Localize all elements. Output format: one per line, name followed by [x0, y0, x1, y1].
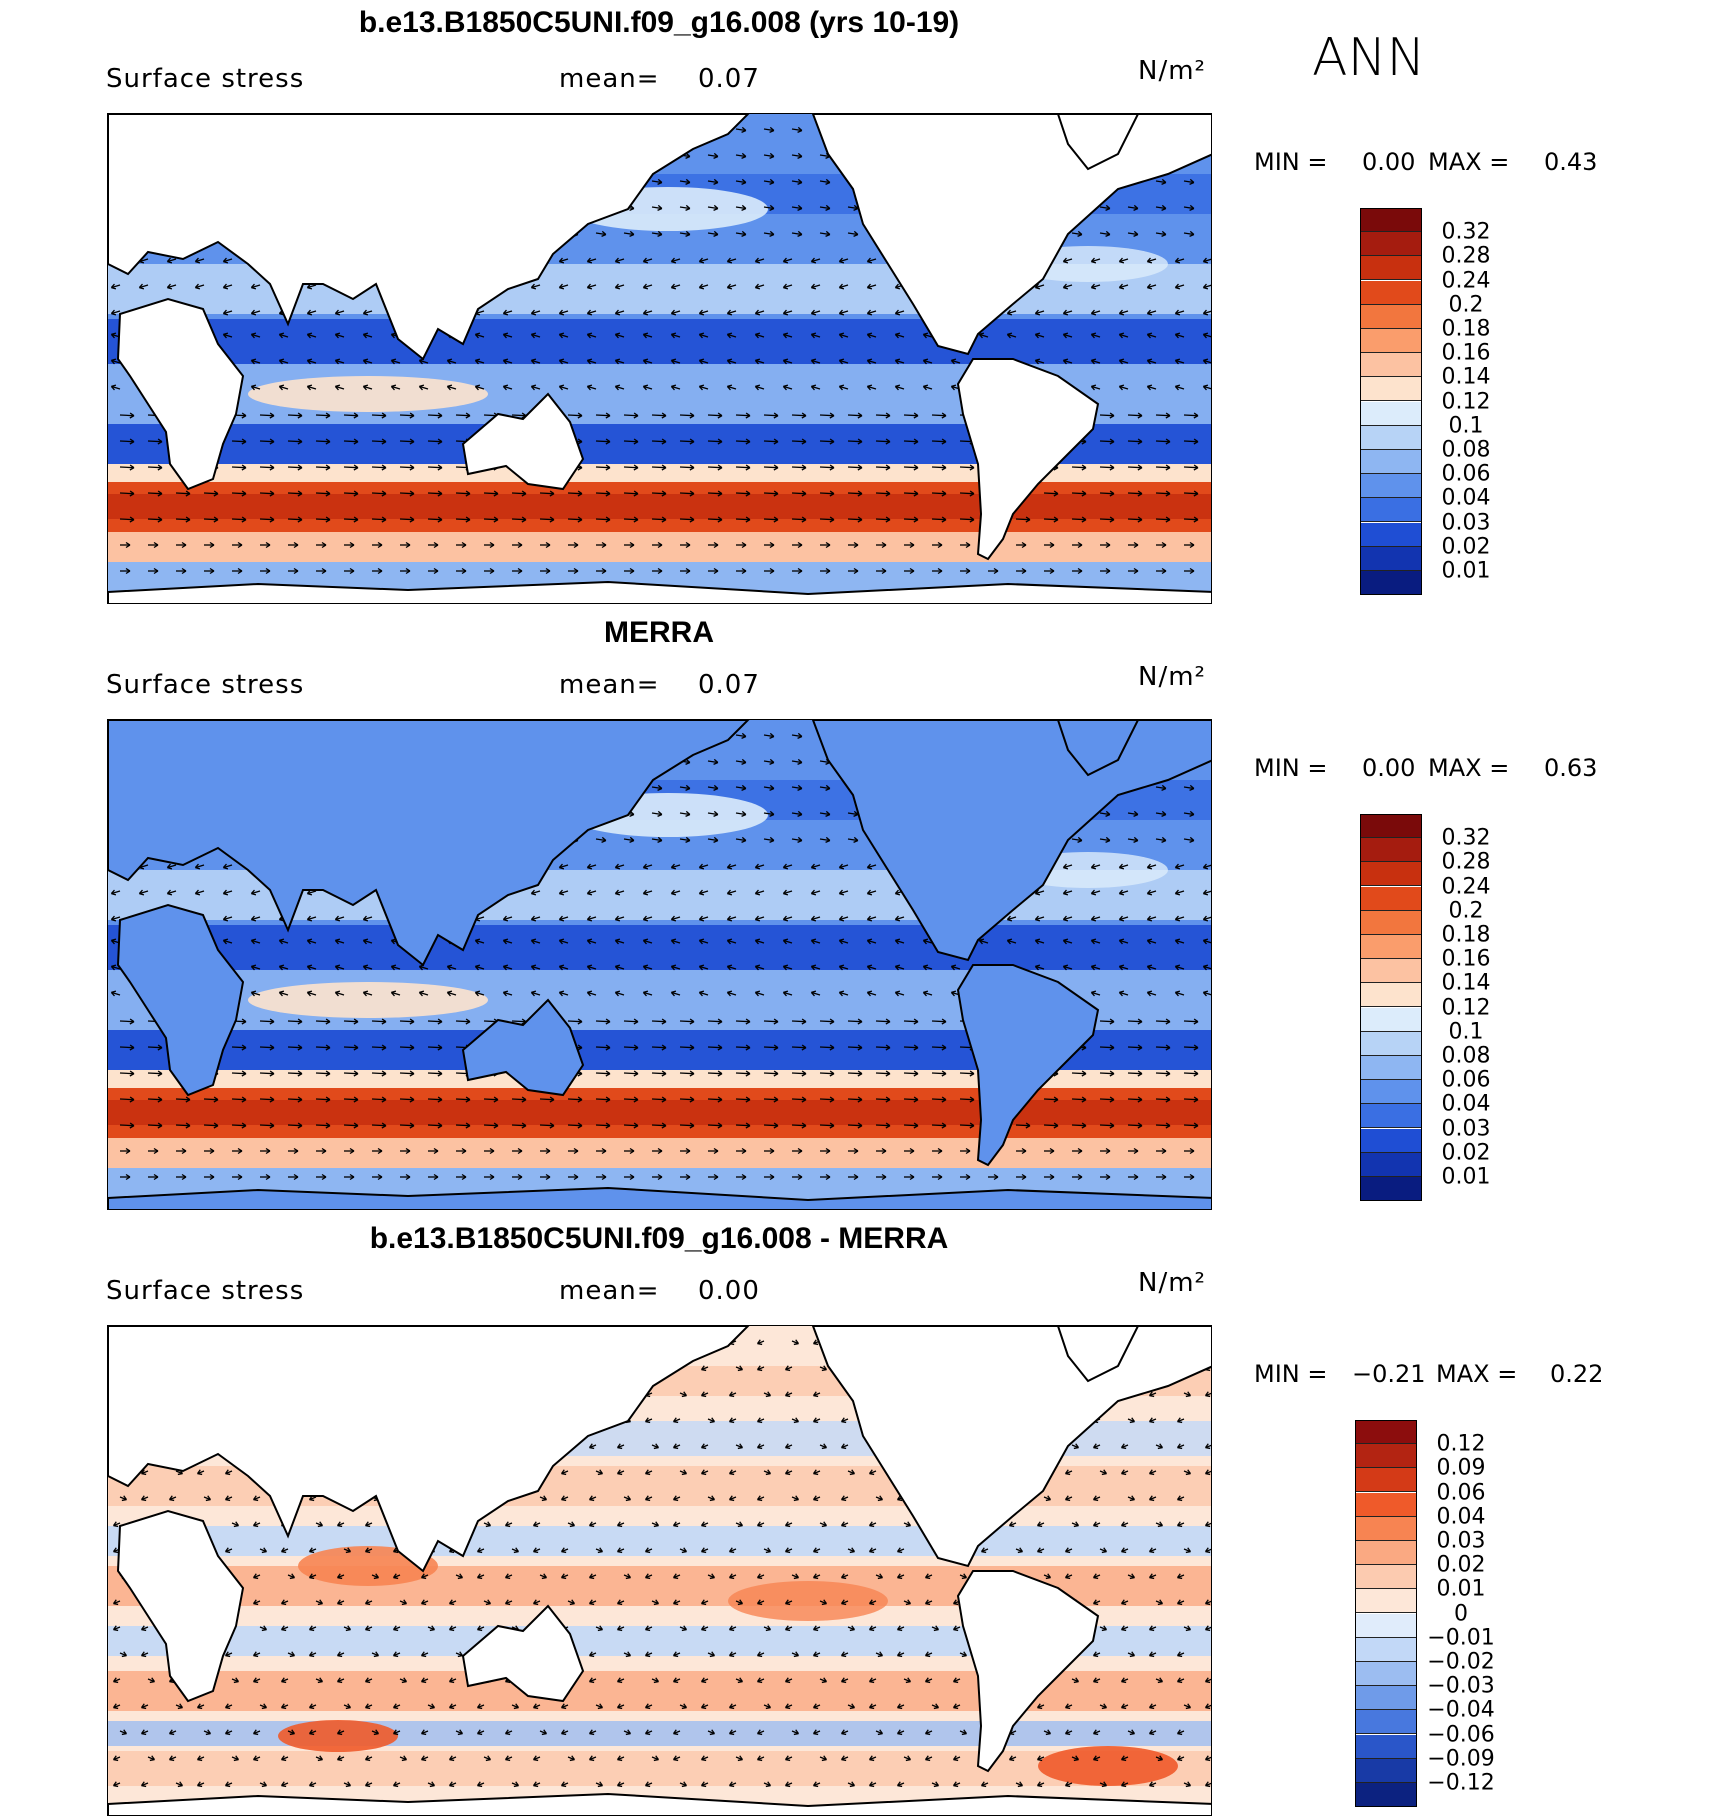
continent-antarctica	[108, 582, 1212, 604]
mean-value: 0.07	[698, 670, 760, 700]
mean-value: 0.00	[698, 1276, 760, 1306]
min-value: 0.00	[1362, 148, 1415, 176]
colorbar-tick-label: 0.18	[1442, 317, 1491, 342]
map-merra	[107, 719, 1212, 1210]
colorbar-tick-label: 0.2	[1449, 292, 1484, 317]
colorbar-tick-label: 0.24	[1442, 268, 1491, 293]
min-label: MIN =	[1254, 1360, 1327, 1388]
max-value: 0.43	[1544, 148, 1597, 176]
colorbar-tick-label: 0.06	[1437, 1480, 1486, 1505]
variable-label: Surface stress	[106, 670, 304, 700]
colorbar-tick-label: −0.01	[1427, 1625, 1494, 1650]
continent-antarctica	[108, 1794, 1212, 1816]
colorbar-tick-label: 0.03	[1442, 1116, 1491, 1141]
colorbar-tick-label: 0.08	[1442, 1044, 1491, 1069]
colorbar-tick-label: 0.01	[1437, 1577, 1486, 1602]
variable-label: Surface stress	[106, 64, 304, 94]
mean-label: mean=	[559, 1276, 660, 1306]
units-label: N/m²	[1138, 56, 1206, 86]
min-label: MIN =	[1254, 754, 1327, 782]
map-model	[107, 113, 1212, 604]
colorbar-tick-label: −0.03	[1427, 1674, 1494, 1699]
colorbar-tick-label: 0.1	[1449, 1019, 1484, 1044]
mean-value: 0.07	[698, 64, 760, 94]
colorbar-frame	[1360, 814, 1422, 1201]
colorbar-tick-label: 0.08	[1442, 438, 1491, 463]
colorbar-tick-label: 0.16	[1442, 947, 1491, 972]
max-value: 0.22	[1550, 1360, 1603, 1388]
colorbar-tick-label: 0.06	[1442, 462, 1491, 487]
colorbar-tick-label: −0.02	[1427, 1650, 1494, 1675]
max-label: MAX =	[1428, 148, 1509, 176]
colorbar-frame	[1355, 1420, 1417, 1807]
colorbar-tick-label: 0.28	[1442, 244, 1491, 269]
colorbar-tick-label: 0.12	[1437, 1432, 1486, 1457]
colorbar-tick-label: 0.12	[1442, 995, 1491, 1020]
units-label: N/m²	[1138, 662, 1206, 692]
colorbar-tick-label: 0.04	[1437, 1504, 1486, 1529]
colorbar-tick-label: 0.32	[1442, 220, 1491, 245]
colorbar-tick-label: 0.01	[1442, 559, 1491, 584]
colorbar-tick-label: 0.14	[1442, 971, 1491, 996]
colorbar-tick-label: 0.02	[1437, 1553, 1486, 1578]
map-difference	[107, 1325, 1212, 1816]
panel-title: b.e13.B1850C5UNI.f09_g16.008 (yrs 10-19)	[359, 6, 959, 40]
colorbar-tick-label: −0.04	[1427, 1698, 1494, 1723]
min-value: −0.21	[1352, 1360, 1426, 1388]
colorbar-tick-label: 0.06	[1442, 1068, 1491, 1093]
colorbar-tick-label: 0.04	[1442, 1092, 1491, 1117]
panel-title: b.e13.B1850C5UNI.f09_g16.008 - MERRA	[370, 1222, 949, 1256]
colorbar-tick-label: 0.03	[1442, 510, 1491, 535]
colorbar-tick-label: −0.06	[1427, 1722, 1494, 1747]
units-label: N/m²	[1138, 1268, 1206, 1298]
variable-label: Surface stress	[106, 1276, 304, 1306]
panel-title: MERRA	[604, 616, 714, 650]
colorbar-tick-label: 0.24	[1442, 874, 1491, 899]
colorbar-tick-label: 0.03	[1437, 1529, 1486, 1554]
max-label: MAX =	[1428, 754, 1509, 782]
colorbar-frame	[1360, 208, 1422, 595]
colorbar-tick-label: 0.32	[1442, 826, 1491, 851]
colorbar-tick-label: 0.04	[1442, 486, 1491, 511]
season-label: ANN	[1312, 28, 1425, 88]
colorbar-tick-label: 0.09	[1437, 1456, 1486, 1481]
mean-label: mean=	[559, 670, 660, 700]
colorbar-tick-label: 0.1	[1449, 413, 1484, 438]
mean-label: mean=	[559, 64, 660, 94]
max-label: MAX =	[1436, 1360, 1517, 1388]
max-value: 0.63	[1544, 754, 1597, 782]
min-label: MIN =	[1254, 148, 1327, 176]
colorbar-tick-label: 0.28	[1442, 850, 1491, 875]
min-value: 0.00	[1362, 754, 1415, 782]
colorbar-tick-label: 0.12	[1442, 389, 1491, 414]
colorbar-tick-label: 0.14	[1442, 365, 1491, 390]
colorbar-tick-label: 0.01	[1442, 1165, 1491, 1190]
colorbar-tick-label: 0	[1454, 1601, 1468, 1626]
colorbar-tick-label: 0.02	[1442, 534, 1491, 559]
colorbar-tick-label: 0.16	[1442, 341, 1491, 366]
colorbar-tick-label: 0.18	[1442, 923, 1491, 948]
colorbar-tick-label: 0.02	[1442, 1140, 1491, 1165]
colorbar-tick-label: −0.09	[1427, 1746, 1494, 1771]
colorbar-tick-label: −0.12	[1427, 1771, 1494, 1796]
colorbar-tick-label: 0.2	[1449, 898, 1484, 923]
